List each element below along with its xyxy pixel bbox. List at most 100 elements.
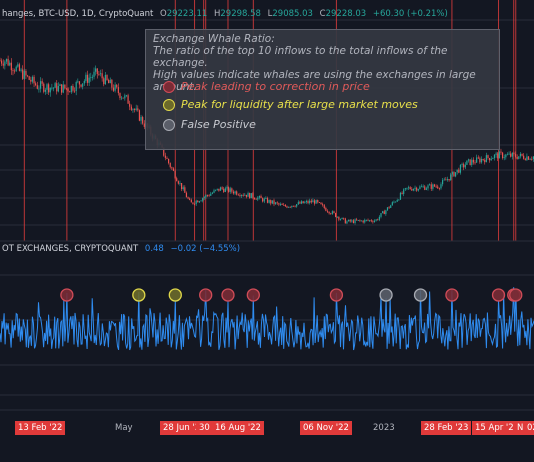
candle-body bbox=[437, 186, 439, 189]
candle-body bbox=[86, 74, 89, 83]
candle-body bbox=[343, 217, 345, 219]
candle-body bbox=[85, 74, 87, 81]
whale-ratio-line bbox=[0, 287, 534, 351]
candle-body bbox=[476, 157, 478, 163]
candle-body bbox=[279, 204, 282, 205]
candle-body bbox=[352, 220, 355, 224]
candle-body bbox=[320, 202, 322, 205]
candle-body bbox=[309, 200, 311, 204]
candle-body bbox=[77, 81, 79, 83]
yellow-circle-icon bbox=[163, 98, 175, 111]
candle-body bbox=[227, 187, 230, 192]
candle-body bbox=[266, 198, 269, 203]
candle-body bbox=[108, 80, 110, 84]
candle-body bbox=[69, 91, 71, 93]
candle-body bbox=[500, 151, 502, 153]
candle-body bbox=[99, 73, 102, 75]
candle-body bbox=[503, 157, 505, 159]
candle-body bbox=[506, 154, 509, 156]
candle-body bbox=[492, 158, 494, 159]
candle-body bbox=[56, 83, 58, 92]
candle-body bbox=[474, 162, 476, 164]
candle-body bbox=[18, 64, 21, 71]
candle-body bbox=[495, 153, 497, 155]
candle-body bbox=[104, 75, 106, 85]
candle-body bbox=[49, 87, 51, 93]
candle-body bbox=[180, 183, 183, 190]
candle-body bbox=[189, 198, 191, 200]
peak-marker-correction bbox=[221, 288, 235, 302]
candle-body bbox=[268, 200, 270, 203]
candle-body bbox=[377, 219, 379, 221]
candle-body bbox=[339, 219, 342, 220]
candle-body bbox=[433, 184, 436, 187]
candle-body bbox=[446, 179, 449, 181]
candle-body bbox=[4, 61, 6, 66]
candle-body bbox=[471, 159, 473, 165]
candle-body bbox=[396, 199, 398, 202]
candle-body bbox=[91, 76, 94, 78]
candle-body bbox=[252, 193, 254, 198]
legend-item-label: Peak for liquidity after large market mo… bbox=[181, 98, 418, 111]
grid-lines bbox=[0, 19, 534, 396]
legend-item-label: False Positive bbox=[181, 118, 256, 131]
candle-body bbox=[532, 156, 534, 160]
symbol-label[interactable]: hanges, BTC-USD, 1D, CryptoQuant bbox=[2, 9, 154, 19]
candle-body bbox=[26, 75, 29, 77]
candle-body bbox=[210, 193, 212, 196]
candle-body bbox=[304, 202, 306, 204]
candle-body bbox=[67, 88, 69, 92]
candle-body bbox=[383, 211, 385, 215]
indicator-name[interactable]: OT EXCHANGES, CRYPTOQUANT bbox=[2, 244, 139, 254]
candle-body bbox=[292, 205, 295, 207]
candle-body bbox=[485, 155, 487, 163]
candle-body bbox=[237, 194, 239, 196]
candle-body bbox=[480, 158, 483, 163]
candle-body bbox=[349, 219, 351, 222]
candle-body bbox=[80, 84, 82, 87]
candle-body bbox=[229, 188, 231, 192]
candle-body bbox=[482, 158, 484, 160]
annotation-box[interactable]: Exchange Whale Ratio: The ratio of the t… bbox=[145, 29, 500, 150]
candle-body bbox=[299, 202, 301, 204]
candle-body bbox=[359, 219, 361, 221]
candle-body bbox=[187, 197, 189, 199]
candle-body bbox=[193, 203, 196, 205]
price-legend: hanges, BTC-USD, 1D, CryptoQuant O29223.… bbox=[2, 9, 448, 19]
candle-body bbox=[524, 158, 526, 161]
candle-body bbox=[219, 187, 222, 191]
candle-body bbox=[61, 84, 63, 93]
candle-body bbox=[287, 206, 290, 208]
candle-body bbox=[213, 190, 215, 193]
candle-body bbox=[490, 158, 492, 161]
peak-marker-correction bbox=[445, 288, 459, 302]
candle-body bbox=[221, 187, 223, 189]
peak-marker-correction bbox=[246, 288, 260, 302]
candle-body bbox=[62, 84, 64, 93]
candle-body bbox=[169, 163, 171, 168]
candle-body bbox=[72, 85, 74, 91]
candle-body bbox=[137, 108, 139, 111]
candle-body bbox=[73, 90, 76, 92]
candle-body bbox=[380, 213, 382, 217]
candle-body bbox=[518, 156, 520, 159]
candle-body bbox=[166, 157, 168, 159]
candle-body bbox=[497, 153, 499, 159]
candle-body bbox=[135, 108, 137, 110]
candle-body bbox=[297, 202, 299, 205]
x-tick-label: 28 Feb '23 bbox=[421, 421, 472, 435]
close-key: C bbox=[319, 9, 326, 19]
price-change: +60.30 (+0.21%) bbox=[372, 9, 448, 19]
candle-body bbox=[258, 196, 261, 198]
candle-body bbox=[424, 186, 426, 190]
candle-body bbox=[273, 200, 275, 205]
candle-body bbox=[203, 197, 205, 199]
candle-body bbox=[526, 156, 528, 161]
candle-body bbox=[356, 219, 358, 221]
annotation-title: Exchange Whale Ratio: bbox=[153, 33, 275, 45]
candle-body bbox=[364, 219, 366, 223]
candle-body bbox=[70, 85, 72, 93]
candle-body bbox=[78, 81, 81, 85]
candle-body bbox=[369, 220, 371, 222]
candle-body bbox=[370, 220, 372, 222]
